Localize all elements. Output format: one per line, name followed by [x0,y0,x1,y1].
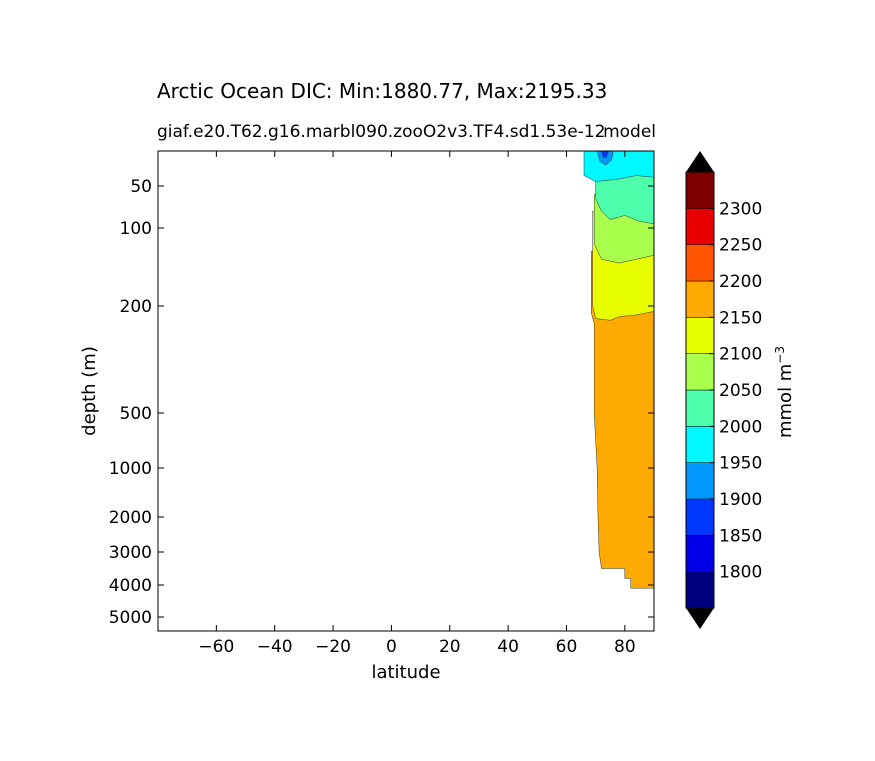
colorbar-tick-label: 2050 [719,381,762,401]
y-tick-label: 200 [120,297,152,317]
x-tick-label: −40 [257,637,293,657]
colorbar-segment [685,171,715,209]
colorbar-tick-label: 2150 [719,308,762,328]
y-tick-label: 100 [120,219,152,239]
x-tick-label: 40 [497,637,519,657]
chart-subtitle-left: giaf.e20.T62.g16.marbl090.zooO2v3.TF4.sd… [157,122,605,142]
x-tick-label: 20 [439,637,461,657]
contour-fills [583,150,655,589]
colorbar-tick-label: 1850 [719,526,762,546]
y-tick-label: 5000 [109,608,152,628]
plot-frame [157,150,655,632]
colorbar-segment [685,317,715,354]
colorbar-extend-max [686,151,714,172]
colorbar-segment [685,571,715,609]
y-axis-ticks: 50 100 200 500 1000 2000 3000 4000 5000 [109,177,654,628]
colorbar-extend-min [686,608,714,629]
y-axis-label: depth (m) [79,346,100,436]
colorbar-tick-label: 2250 [719,236,762,256]
colorbar-segment [685,244,715,282]
colorbar-tick-label: 2200 [719,272,762,292]
x-tick-label: −20 [315,637,351,657]
chart-title: Arctic Ocean DIC: Min:1880.77, Max:2195.… [157,79,607,103]
colorbar: 1800 1850 1900 1950 2000 2050 2100 2150 2200 2250… [685,151,762,629]
colorbar-tick-label: 2300 [719,199,762,219]
colorbar-segment [685,208,715,245]
plot-area: −60 −40 −20 0 20 40 60 80 50 100 200 500 1000 2000 30… [109,150,655,657]
colorbar-tick-label: 1800 [719,563,762,583]
x-axis-label: latitude [371,662,440,683]
colorbar-segment [685,426,715,463]
x-axis-ticks: −60 −40 −20 0 20 40 60 80 [198,151,636,657]
colorbar-segment [685,389,715,427]
x-tick-label: 60 [556,637,578,657]
colorbar-tick-label: 1900 [719,490,762,510]
y-tick-label: 2000 [109,508,152,528]
chart-subtitle-right: model [603,122,656,142]
colorbar-segment [685,280,715,318]
colorbar-segment [685,498,715,536]
y-tick-label: 3000 [109,543,152,563]
colorbar-tick-label: 1950 [719,454,762,474]
y-tick-label: 500 [120,404,152,424]
y-tick-label: 50 [130,177,152,197]
x-tick-label: 80 [614,637,636,657]
y-tick-label: 1000 [109,459,152,479]
colorbar-tick-label: 2100 [719,345,762,365]
colorbar-label: mmol m−3 [773,346,796,438]
colorbar-segment [685,353,715,391]
x-tick-label: −60 [198,637,234,657]
x-tick-label: 0 [386,637,397,657]
colorbar-tick-label: 2000 [719,417,762,437]
colorbar-segment [685,535,715,572]
plot-background [158,151,654,631]
colorbar-segment [685,462,715,500]
y-tick-label: 4000 [109,576,152,596]
contour-band-2150-2200 [591,251,655,589]
